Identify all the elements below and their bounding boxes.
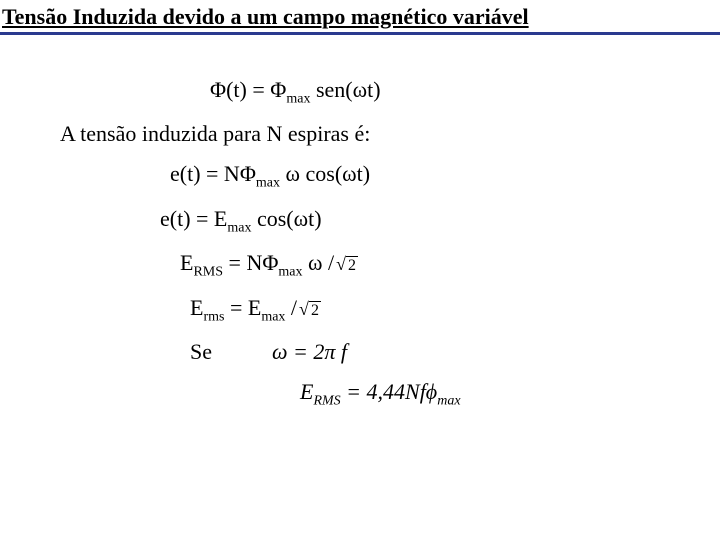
eq1-text: Φ(t) = Φmax sen(ωt): [210, 77, 381, 102]
eq2-text: e(t) = NΦmax ω cos(ωt): [170, 161, 370, 186]
equation-flux: Φ(t) = Φmax sen(ωt): [60, 77, 680, 107]
final-text: ERMS = 4,44Nfϕmax: [300, 379, 461, 404]
omega-formula: ω = 2π f: [272, 339, 347, 365]
equation-erms-1: ERMS = NΦmax ω /2: [60, 250, 680, 280]
equation-emf: e(t) = NΦmax ω cos(ωt): [60, 161, 680, 191]
final-equation: ERMS = 4,44Nfϕmax: [60, 379, 680, 409]
intro-text: A tensão induzida para N espiras é:: [60, 121, 680, 147]
eq5-text: Erms = Emax /2: [190, 295, 321, 320]
equation-erms-2: Erms = Emax /2: [60, 295, 680, 325]
se-label: Se: [190, 339, 212, 365]
content-area: Φ(t) = Φmax sen(ωt) A tensão induzida pa…: [0, 35, 720, 433]
eq4-text: ERMS = NΦmax ω /2: [180, 250, 358, 275]
equation-emf-max: e(t) = Emax cos(ωt): [60, 206, 680, 236]
page-title: Tensão Induzida devido a um campo magnét…: [0, 0, 720, 32]
eq3-text: e(t) = Emax cos(ωt): [160, 206, 322, 231]
se-line: Se ω = 2π f: [60, 339, 680, 365]
